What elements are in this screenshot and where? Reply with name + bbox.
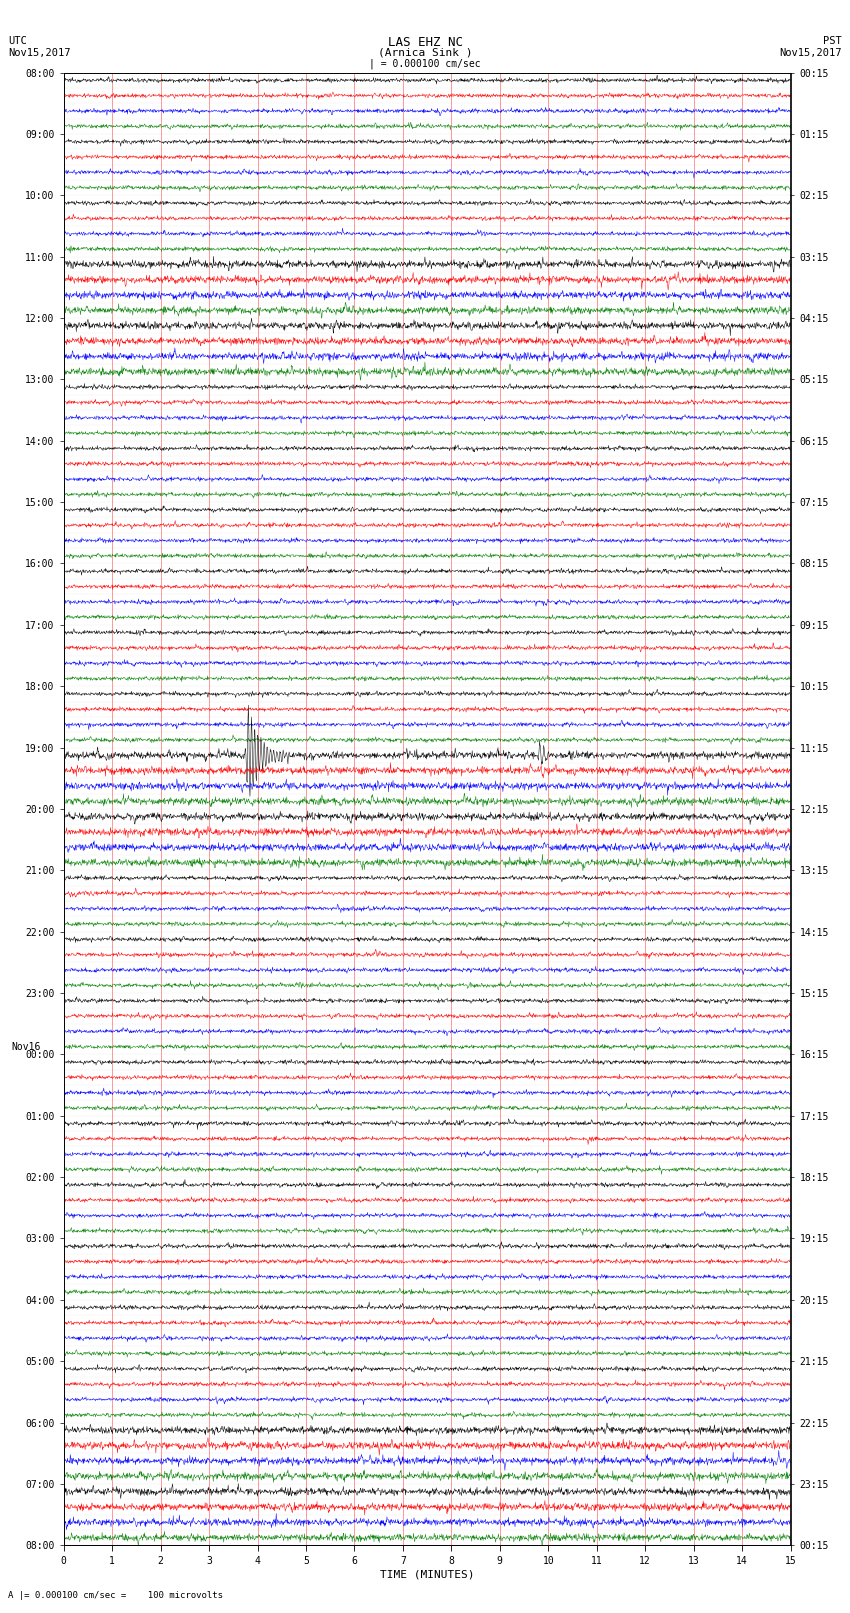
Text: Nov16: Nov16 xyxy=(11,1042,41,1052)
Text: | = 0.000100 cm/sec: | = 0.000100 cm/sec xyxy=(369,58,481,69)
Text: PST: PST xyxy=(823,37,842,47)
Text: LAS EHZ NC: LAS EHZ NC xyxy=(388,37,462,50)
X-axis label: TIME (MINUTES): TIME (MINUTES) xyxy=(380,1569,474,1579)
Text: Nov15,2017: Nov15,2017 xyxy=(8,47,71,58)
Text: UTC: UTC xyxy=(8,37,27,47)
Text: A |= 0.000100 cm/sec =    100 microvolts: A |= 0.000100 cm/sec = 100 microvolts xyxy=(8,1590,224,1600)
Text: (Arnica Sink ): (Arnica Sink ) xyxy=(377,47,473,58)
Text: Nov15,2017: Nov15,2017 xyxy=(779,47,842,58)
